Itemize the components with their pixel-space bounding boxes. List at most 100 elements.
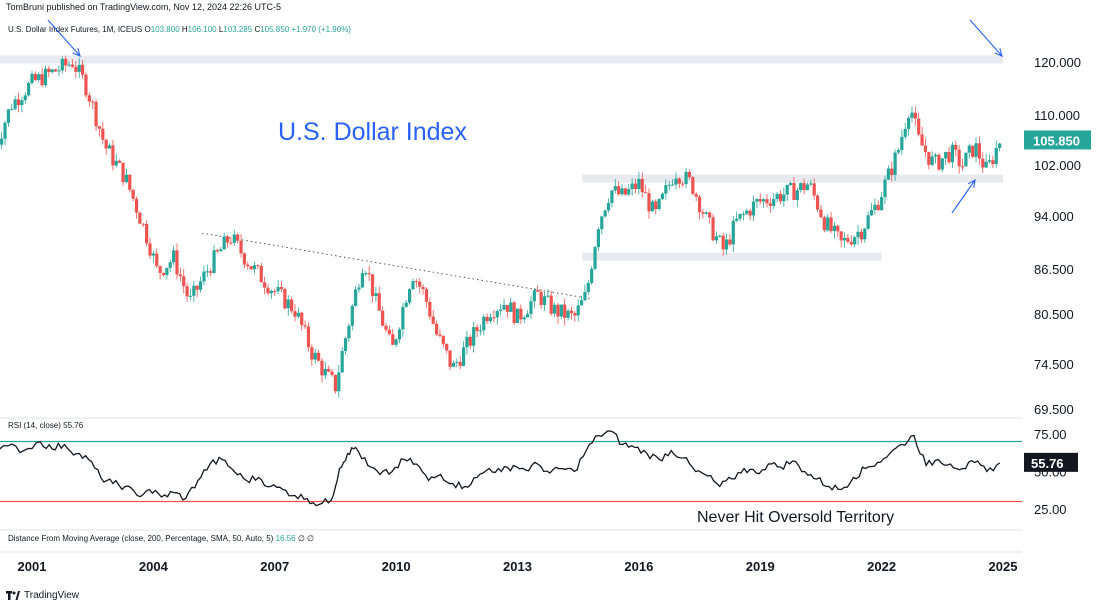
- candle-body: [198, 281, 203, 290]
- candle-body: [468, 336, 472, 346]
- candle-body: [910, 112, 914, 118]
- candle-body: [209, 271, 213, 273]
- price-axis-tick: 86.500: [1034, 262, 1074, 277]
- candle-body: [151, 253, 155, 256]
- candle-body: [158, 266, 162, 273]
- candle-body: [613, 186, 617, 191]
- candle-body: [502, 305, 506, 310]
- candle-body: [428, 301, 432, 317]
- candle-body: [704, 212, 708, 214]
- candle-body: [923, 145, 928, 152]
- candle-body: [273, 290, 277, 292]
- candle-body: [552, 304, 557, 314]
- candle-body: [913, 112, 917, 119]
- candle-body: [451, 362, 456, 367]
- candle-body: [863, 228, 867, 240]
- x-axis-tick: 2010: [382, 559, 411, 574]
- candle-body: [434, 323, 439, 335]
- candle-body: [556, 304, 560, 317]
- candle-body: [708, 212, 712, 218]
- symbol-legend[interactable]: U.S. Dollar Index Futures, 1M, ICEUS O10…: [8, 25, 351, 34]
- candle-body: [940, 158, 944, 170]
- candle-body: [205, 271, 209, 273]
- candle-body: [903, 128, 907, 137]
- x-axis-tick: 2025: [989, 559, 1018, 574]
- candle-body: [6, 109, 10, 123]
- dist-ma-legend[interactable]: Distance From Moving Average (close, 200…: [8, 534, 314, 543]
- candle-body: [906, 117, 911, 129]
- arrow-bottom-right: [951, 179, 976, 214]
- rsi-legend[interactable]: RSI (14, close) 55.76: [8, 421, 83, 430]
- candle-body: [343, 338, 348, 352]
- candle-body: [559, 304, 563, 317]
- candle-body: [3, 122, 7, 139]
- candle-body: [579, 300, 584, 306]
- candle-body: [222, 236, 226, 250]
- candle-body: [94, 101, 98, 127]
- candle-body: [991, 160, 995, 164]
- candle-body: [829, 217, 833, 232]
- candle-body: [192, 285, 196, 296]
- last-price-label: 105.850: [1033, 133, 1080, 148]
- candle-body: [360, 273, 365, 288]
- candle-body: [768, 203, 772, 206]
- candle-body: [701, 212, 705, 214]
- candle-body: [586, 282, 590, 292]
- candle-body: [219, 249, 223, 252]
- candle-body: [330, 371, 334, 375]
- candle-body: [172, 250, 176, 263]
- candle-body: [367, 273, 371, 275]
- candle-body: [873, 204, 877, 211]
- ohlc-open: 103.800: [150, 25, 180, 34]
- candle-body: [27, 83, 31, 96]
- candle-body: [512, 302, 516, 323]
- price-axis-tick: 80.500: [1034, 307, 1074, 322]
- candle-body: [242, 253, 247, 265]
- x-axis-tick: 2007: [260, 559, 289, 574]
- price-axis-tick: 110.000: [1034, 108, 1080, 123]
- candle-body: [741, 213, 745, 215]
- candle-body: [40, 74, 44, 86]
- candle-body: [788, 183, 793, 185]
- candle-body: [654, 201, 658, 210]
- candle-body: [47, 68, 51, 73]
- candle-body: [809, 183, 813, 185]
- candle-body: [188, 295, 193, 297]
- candle-body: [33, 73, 37, 81]
- price-axis-tick: 69.500: [1034, 402, 1074, 417]
- candle-body: [175, 250, 179, 275]
- x-axis-tick: 2004: [139, 559, 169, 574]
- ohlc-close: 105.850: [260, 25, 290, 34]
- candle-body: [735, 218, 739, 221]
- candle-body: [492, 317, 496, 319]
- arrow-top-left-head: [72, 48, 81, 57]
- candle-body: [418, 281, 422, 287]
- candle-body: [239, 240, 243, 254]
- rsi-axis-tick: 25.00: [1034, 502, 1067, 517]
- rsi-legend-value: 55.76: [63, 421, 84, 430]
- tradingview-logo-icon: [6, 591, 20, 600]
- dist-ma-na: ∅ ∅: [297, 534, 314, 543]
- candle-body: [364, 273, 368, 275]
- candle-body: [327, 368, 331, 372]
- candle-body: [856, 231, 860, 238]
- candle-body: [101, 128, 105, 140]
- candle-body: [482, 316, 486, 331]
- candle-body: [182, 276, 186, 287]
- candle-body: [954, 144, 958, 150]
- candle-body: [957, 149, 961, 167]
- candle-body: [971, 145, 975, 157]
- candle-body: [853, 237, 857, 245]
- candle-body: [421, 286, 425, 290]
- x-axis-tick: 2022: [867, 559, 896, 574]
- candle-body: [896, 150, 901, 153]
- candle-body: [974, 143, 978, 157]
- ohlc-high-label: H: [181, 25, 188, 34]
- candle-body: [296, 312, 300, 317]
- candle-body: [370, 274, 375, 297]
- candle-body: [57, 70, 61, 72]
- candle-body: [950, 144, 955, 163]
- footer: TradingView: [6, 590, 79, 601]
- candle-body: [286, 299, 290, 309]
